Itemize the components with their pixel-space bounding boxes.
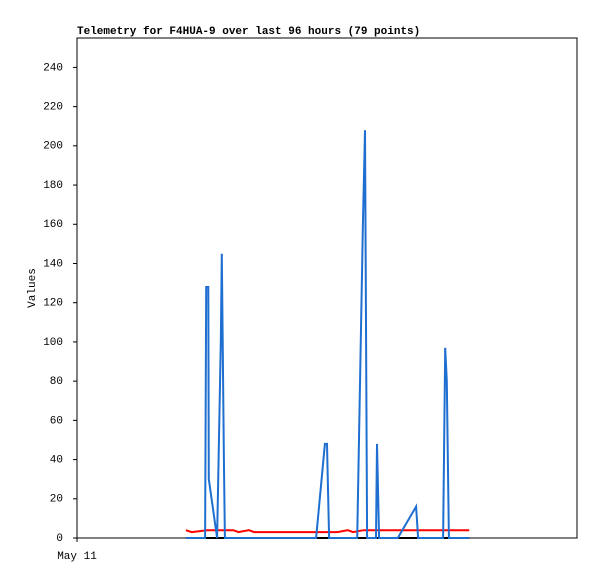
chart-title: Telemetry for F4HUA-9 over last 96 hours… [77,26,420,38]
y-axis-label: Values [27,268,39,308]
y-tick-label: 40 [50,454,63,466]
y-tick-label: 60 [50,415,63,427]
series-line [185,130,470,539]
y-tick-label: 160 [43,219,63,231]
y-tick-label: 0 [56,533,63,545]
y-tick-label: 100 [43,337,63,349]
x-tick-label: May 11 [57,551,97,563]
y-tick-label: 180 [43,180,63,192]
series-line [185,529,470,534]
y-tick-label: 140 [43,258,63,270]
y-tick-label: 20 [50,494,63,506]
y-tick-label: 240 [43,62,63,74]
y-tick-label: 80 [50,376,63,388]
y-tick-label: 200 [43,141,63,153]
y-tick-label: 220 [43,102,63,114]
y-tick-label: 120 [43,298,63,310]
